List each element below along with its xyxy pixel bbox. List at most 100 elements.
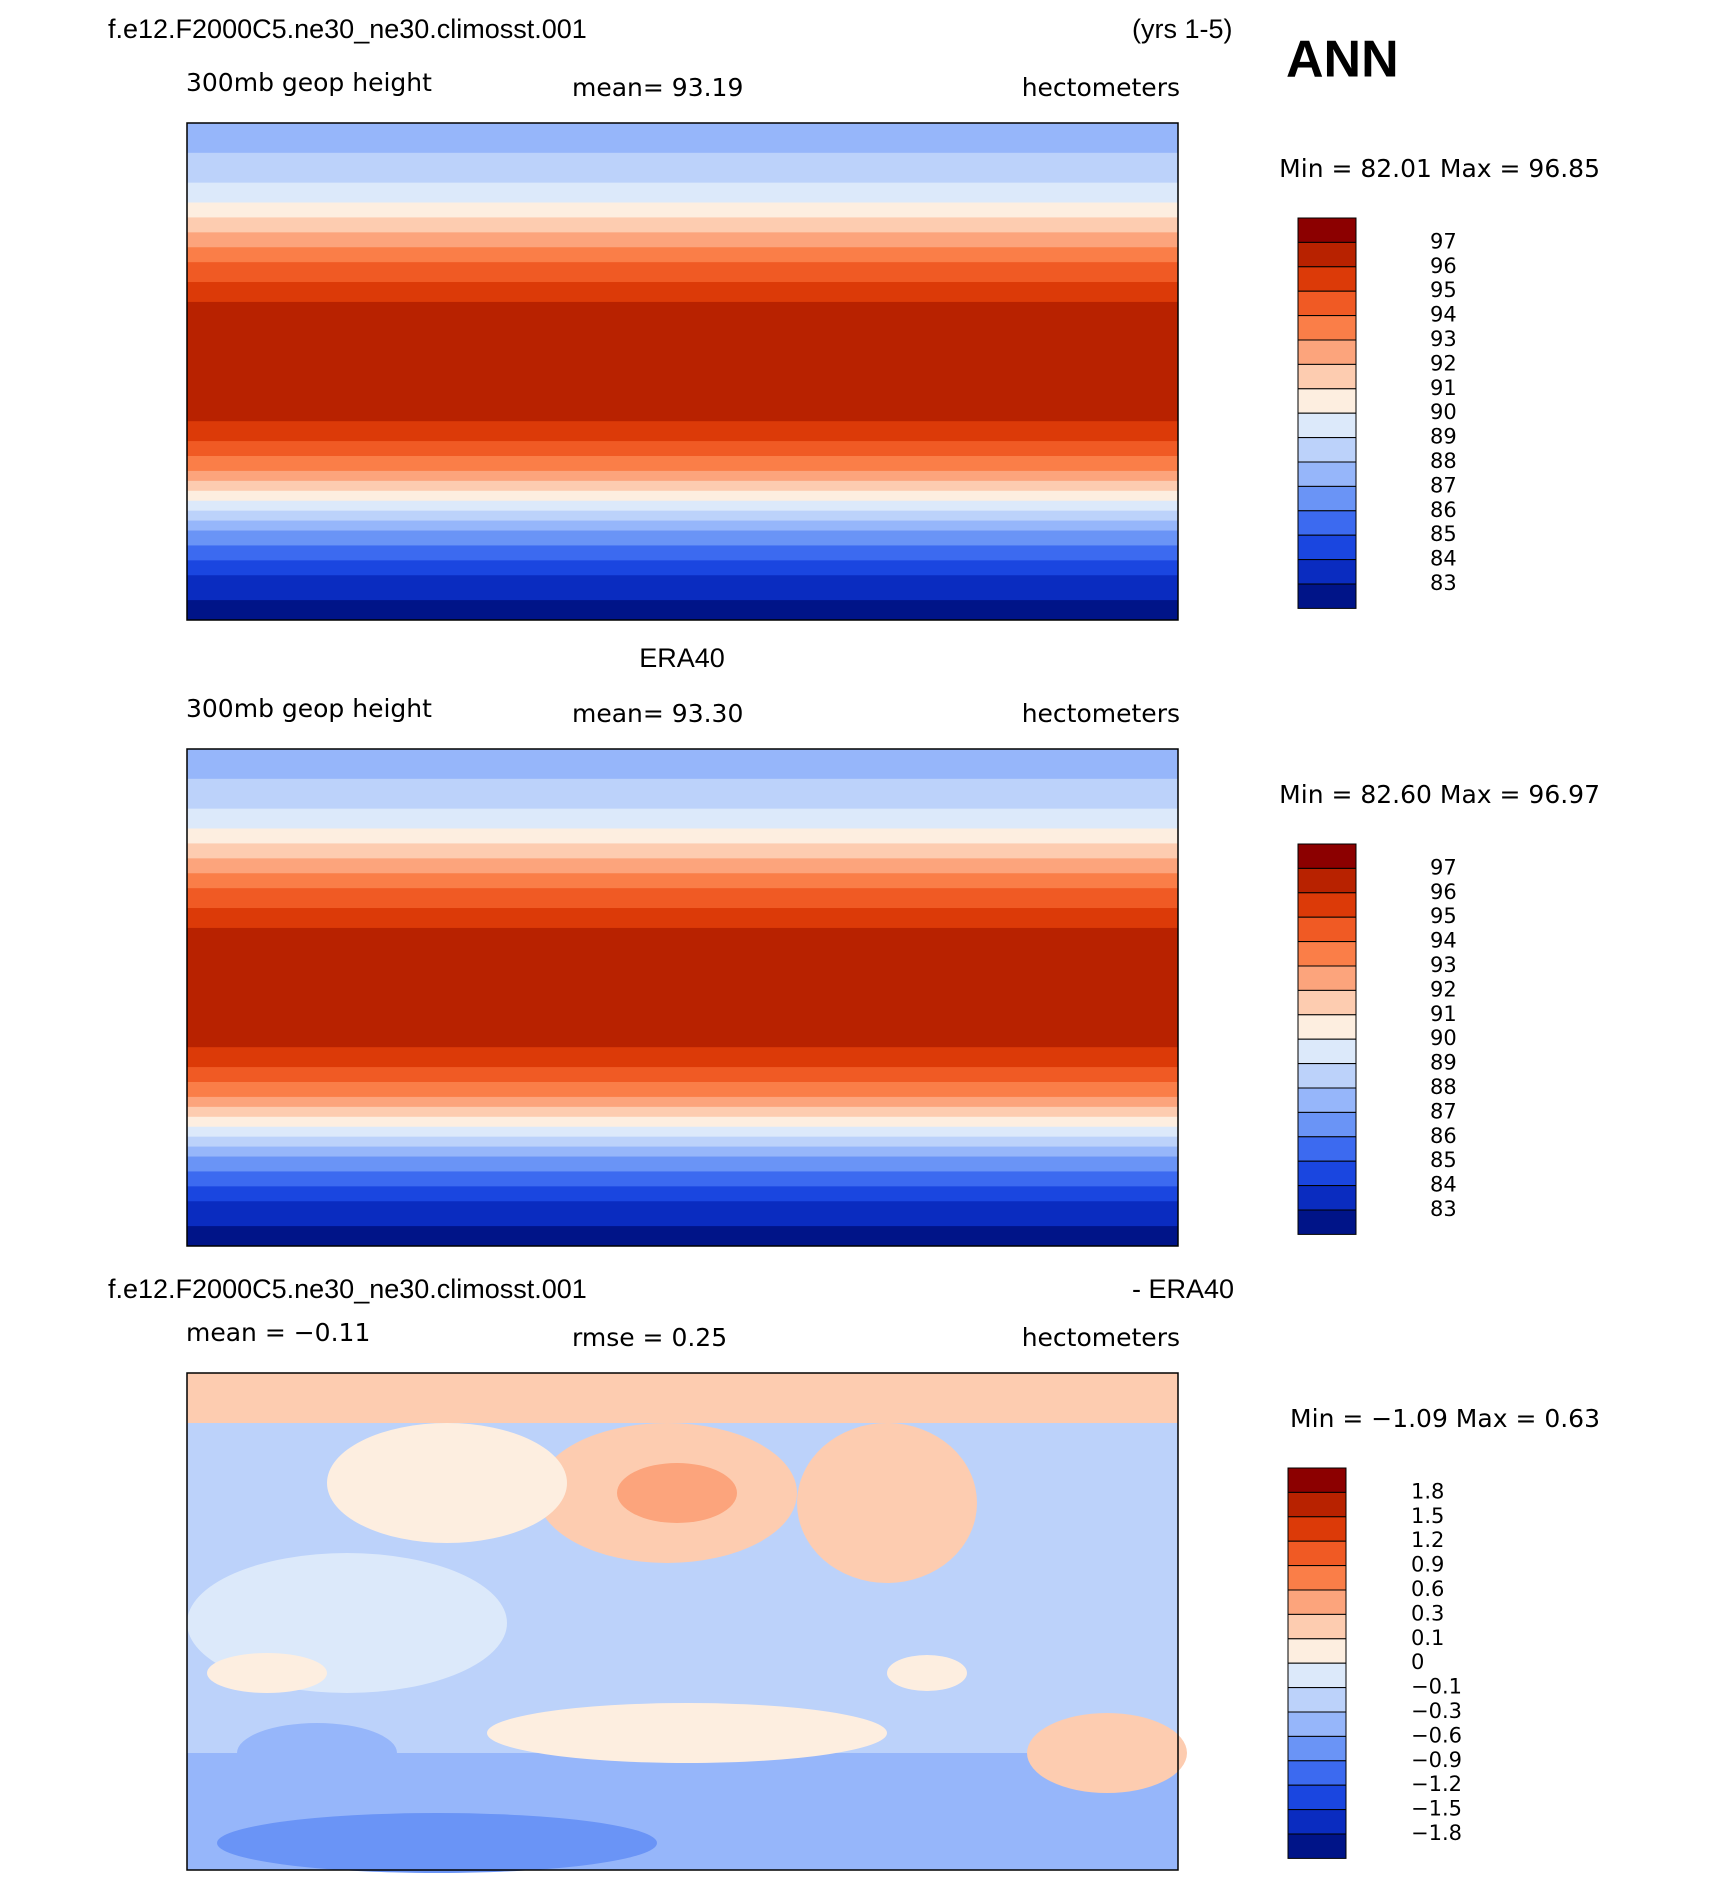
contour-band: [187, 217, 1178, 233]
contour-band: [187, 908, 1178, 929]
colorbar-box: [1287, 1662, 1347, 1689]
case-title: f.e12.F2000C5.ne30_ne30.climosst.001: [108, 14, 587, 44]
colorbar-box: [1287, 1491, 1347, 1518]
contour-band: [187, 1126, 1178, 1138]
contour-band: [187, 560, 1178, 576]
contour-band: [187, 202, 1178, 218]
contour-blob: [797, 1423, 977, 1583]
colorbar-label: 86: [1430, 1124, 1457, 1148]
contour-band: [187, 1201, 1178, 1227]
contour-blob: [327, 1423, 567, 1543]
map-frame: [186, 1372, 1179, 1871]
colorbar-label: −0.1: [1411, 1675, 1462, 1699]
variable: 300mb geop height: [186, 694, 432, 723]
colorbar-label: 92: [1430, 977, 1457, 1001]
colorbar-box: [1297, 339, 1357, 365]
colorbar-label: 85: [1430, 1148, 1457, 1172]
contour-band: [187, 500, 1178, 512]
colorbar-label: 95: [1430, 278, 1457, 302]
colorbar-label: 1.2: [1411, 1528, 1444, 1552]
contour-band: [187, 575, 1178, 601]
colorbar-label: 1.5: [1411, 1504, 1444, 1528]
colorbar-box: [1297, 1038, 1357, 1065]
colorbar-label: 95: [1430, 904, 1457, 928]
map: [186, 122, 1179, 621]
colorbar-box: [1297, 1111, 1357, 1138]
contour-band: [187, 480, 1178, 492]
variable: 300mb geop height: [186, 68, 432, 97]
min-max: Min = 82.01 Max = 96.85: [1279, 154, 1600, 183]
contour-band: [187, 301, 1178, 422]
contour-band: [187, 1106, 1178, 1118]
contour-band: [187, 1373, 1178, 1423]
contour-band: [187, 520, 1178, 532]
contour-band: [187, 1136, 1178, 1148]
colorbar-box: [1287, 1735, 1347, 1762]
colorbar-box: [1287, 1833, 1347, 1859]
colorbar-label: −1.2: [1411, 1772, 1462, 1796]
colorbar-box: [1297, 485, 1357, 512]
contour-band: [187, 421, 1178, 442]
colorbar-label: 94: [1430, 303, 1457, 327]
colorbar-label: 1.8: [1411, 1479, 1444, 1503]
colorbar-box: [1297, 290, 1357, 317]
colorbar-label: 90: [1430, 400, 1457, 424]
contour-band: [187, 490, 1178, 502]
contour-band: [187, 778, 1178, 810]
colorbar-box: [1287, 1589, 1347, 1615]
contour-band: [187, 1096, 1178, 1108]
map-frame: [186, 122, 1179, 621]
contour-band: [187, 843, 1178, 859]
colorbar-label: −0.9: [1411, 1748, 1462, 1772]
variable: mean = −0.11: [186, 1318, 370, 1347]
contour-band: [187, 530, 1178, 546]
colorbar-box: [1297, 388, 1357, 414]
contour-band: [187, 1047, 1178, 1068]
colorbar-label: 83: [1430, 1197, 1457, 1221]
colorbar-box: [1297, 412, 1357, 439]
contour-band: [187, 1171, 1178, 1187]
colorbar-label: 85: [1430, 522, 1457, 546]
statistic: mean= 93.19: [572, 73, 743, 102]
colorbar-box: [1297, 892, 1357, 918]
contour-band: [187, 152, 1178, 184]
contour-band: [187, 1226, 1178, 1247]
colorbar-box: [1297, 1087, 1357, 1113]
colorbar-box: [1297, 1185, 1357, 1211]
panel-title: f.e12.F2000C5.ne30_ne30.climosst.001: [108, 1274, 587, 1304]
colorbar-label: −0.6: [1411, 1723, 1462, 1747]
colorbar-label: 84: [1430, 547, 1457, 571]
colorbar-label: −0.3: [1411, 1699, 1462, 1723]
colorbar-box: [1297, 363, 1357, 390]
colorbar-label: 84: [1430, 1173, 1457, 1197]
colorbar-box: [1297, 559, 1357, 585]
contour-band: [187, 545, 1178, 561]
units: hectometers: [1022, 699, 1180, 728]
colorbar-box: [1297, 989, 1357, 1016]
contour-blob: [217, 1813, 657, 1873]
colorbar-box: [1297, 315, 1357, 341]
colorbar-label: 94: [1430, 929, 1457, 953]
colorbar-box: [1297, 867, 1357, 894]
colorbar-label: 93: [1430, 953, 1457, 977]
contour-band: [187, 888, 1178, 909]
panel-title-right: - ERA40: [1132, 1274, 1234, 1304]
colorbar-label: 88: [1430, 1075, 1457, 1099]
colorbar-box: [1297, 941, 1357, 967]
contour-band: [187, 808, 1178, 830]
colorbar-label: 93: [1430, 327, 1457, 351]
colorbar-box: [1297, 534, 1357, 561]
colorbar-box: [1297, 437, 1357, 463]
contour-blob: [487, 1703, 887, 1763]
contour-band: [187, 873, 1178, 889]
statistic: mean= 93.30: [572, 699, 743, 728]
colorbar-box: [1287, 1516, 1347, 1542]
colorbar-label: 87: [1430, 1099, 1457, 1123]
colorbar-box: [1297, 916, 1357, 943]
colorbar-label: 0: [1411, 1650, 1424, 1674]
contour-band: [187, 470, 1178, 482]
contour-band: [187, 1067, 1178, 1083]
contour-band: [187, 1186, 1178, 1202]
contour-band: [187, 858, 1178, 874]
